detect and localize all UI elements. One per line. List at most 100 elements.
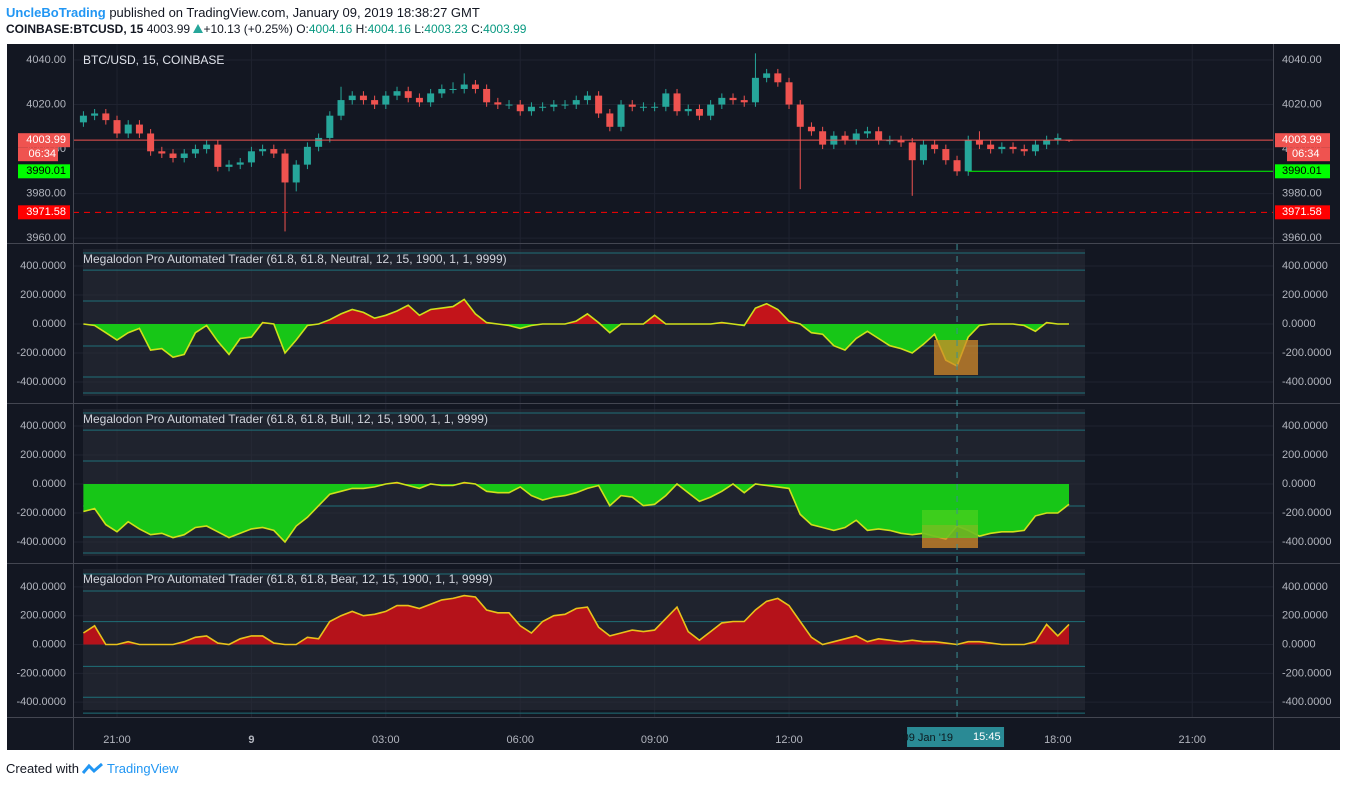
y-tick-label: 400.0000 [20,260,66,272]
candle-body [785,82,793,105]
y-tick-label: 4020.00 [1282,98,1322,110]
candle-body [964,140,972,172]
c-value: 4003.99 [483,22,527,36]
candle-body [1054,137,1062,141]
created-with: Created with [6,761,79,776]
y-tick-label: 4020.00 [26,98,66,110]
y-tick-label: -200.0000 [1282,347,1332,359]
candle-body [113,120,121,134]
candle-body [102,113,110,121]
published: published on TradingView.com, January 09… [109,5,480,20]
countdown: 06:34 [28,148,56,160]
y-tick-label: 400.0000 [1282,260,1328,272]
y-tick-label: -400.0000 [1282,696,1332,708]
change: +10.13 (+0.25%) [203,22,293,36]
candle-body [987,144,995,150]
y-tick-label: 200.0000 [20,449,66,461]
logo-shape [81,762,103,774]
oscillator-line [83,481,1070,544]
candle-body [460,84,468,89]
candle-body [348,95,356,101]
candle-body [359,95,367,101]
candle-body [147,133,155,152]
y-tick-label: 400.0000 [20,420,66,432]
candle-body [393,91,401,96]
candle-body [494,102,502,105]
candle-body [583,95,591,101]
price-label: 3971.58 [1282,206,1322,218]
y-tick-label: 200.0000 [1282,610,1328,622]
y-tick-label: -200.0000 [16,667,66,679]
candle-body [572,100,580,105]
y-tick-label: 0.0000 [1282,478,1316,490]
candle-body [975,140,983,145]
y-tick-label: -400.0000 [16,696,66,708]
candle-body [595,95,603,114]
price-label: 3990.01 [26,165,66,177]
y-tick-label: 400.0000 [20,581,66,593]
candle-body [415,97,423,103]
candle-body [875,131,883,141]
pane-title: Megalodon Pro Automated Trader (61.8, 61… [83,572,493,586]
candle-body [169,153,177,158]
candle-body [729,97,737,101]
candle-body [819,131,827,145]
highlight-box [922,510,978,538]
candle-body [337,100,345,116]
y-tick-label: 3960.00 [26,232,66,244]
x-tick-label: 18:00 [1044,734,1072,746]
y-tick-label: -200.0000 [16,507,66,519]
candle-body [382,95,390,105]
y-tick-label: -400.0000 [16,536,66,548]
candle-body [841,135,849,141]
candle-body [1009,146,1017,150]
header-line: UncleBoTrading published on TradingView.… [6,4,526,21]
candle-body [505,104,513,106]
o-label: O: [296,22,309,36]
price-label-box [1275,164,1330,179]
up-arrow-shape [193,24,204,33]
pane-title: Megalodon Pro Automated Trader (61.8, 61… [83,252,507,266]
countdown-box [1287,147,1330,162]
area-fill [83,324,1045,366]
brand[interactable]: TradingView [106,761,179,776]
y-tick-label: 3960.00 [1282,232,1322,244]
candle-body [807,126,815,132]
c-label: C: [471,22,484,36]
author[interactable]: UncleBoTrading [6,5,106,20]
candle-body [718,97,726,105]
candle-body [326,115,334,138]
x-tick-label: 09:00 [641,734,669,746]
crosshair-label-box [907,727,1005,747]
candle-body [740,100,748,103]
y-tick-label: 0.0000 [32,478,66,490]
candle-body [953,160,961,172]
candle-body [695,108,703,116]
candle-body [651,106,659,108]
candle-body [516,104,524,112]
candle-body [91,113,99,116]
candle-body [931,144,939,150]
candle-body [158,151,166,154]
candle-body [1020,149,1028,152]
y-tick-label: 4040.00 [1282,54,1322,66]
price-label: 4003.99 [1282,134,1322,146]
y-tick-label: -400.0000 [1282,536,1332,548]
candle-body [247,151,255,163]
h-value: 4004.16 [367,22,411,36]
candle-body [281,153,289,183]
y-tick-label: 400.0000 [1282,420,1328,432]
candle-body [539,106,547,108]
x-tick-label: 12:00 [775,734,803,746]
header: UncleBoTrading published on TradingView.… [6,4,526,38]
y-tick-label: 200.0000 [20,610,66,622]
pane-title: Megalodon Pro Automated Trader (61.8, 61… [83,412,488,426]
area-fill [83,644,1069,645]
oscillator-line [82,594,1070,646]
y-tick-label: -200.0000 [1282,507,1332,519]
candle-body [673,93,681,112]
highlight-box [934,340,978,375]
candle-body [606,113,614,127]
candle-body [124,124,132,134]
